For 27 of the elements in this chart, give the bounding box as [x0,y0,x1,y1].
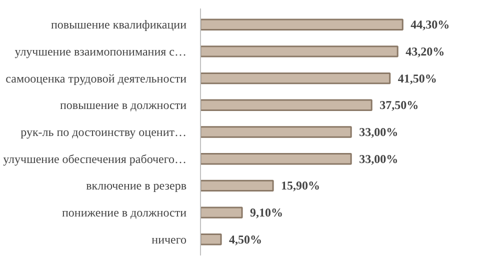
data-label: 33,00% [359,125,398,139]
y-tick-label: улучшение обеспечения рабочего… [3,152,187,166]
data-label: 4,50% [229,232,262,246]
y-tick-label: самооценка трудовой деятельности [6,71,188,86]
y-tick-label: повышение квалификации [50,18,188,32]
data-label: 15,90% [281,178,320,193]
data-label: 9,10% [250,206,284,220]
y-tick-label: включение в резерв [86,178,187,193]
y-tick-label: понижение в должности [62,206,188,220]
y-tick-label: повышение в должности [60,98,188,112]
y-tick-label: улучшение взаимопонимания с… [14,44,187,58]
bar [200,234,222,246]
bar [200,18,404,30]
bar [200,126,352,138]
bar [200,206,243,218]
y-tick-label: ничего [152,232,186,246]
data-label: 37,50% [380,98,419,112]
data-label: 44,30% [410,18,450,32]
bar [200,46,398,58]
bar [200,180,274,192]
data-label: 33,00% [359,152,398,166]
y-tick-label: рук-ль по достоинству оценит… [20,125,186,139]
bar [200,152,352,165]
bar [200,72,391,84]
data-label: 41,50% [398,71,437,86]
data-label: 43,20% [406,44,445,58]
bar [200,99,372,112]
